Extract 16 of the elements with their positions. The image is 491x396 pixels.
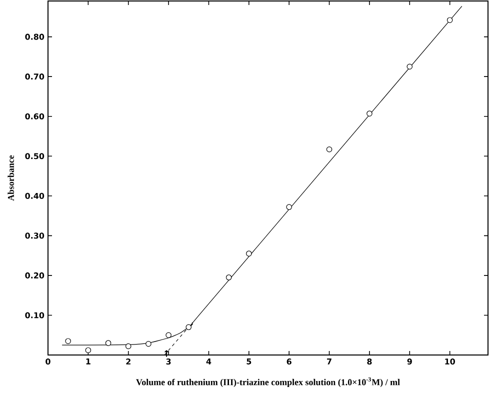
point [85,347,92,354]
point [406,64,413,70]
point [366,110,372,116]
y-axis-title: Absorbance [8,155,14,201]
point [125,343,132,350]
point [246,250,252,256]
point [65,338,71,344]
point [146,340,152,347]
point [105,340,112,346]
point [186,324,192,330]
point [446,17,453,23]
x-axis-title: Volume of ruthenium (III)-triazine complex solution (1.0×10$^{-3}$M) / ml [136,377,400,388]
point [226,274,232,280]
point [166,332,172,338]
point [286,204,292,210]
point [326,146,332,152]
